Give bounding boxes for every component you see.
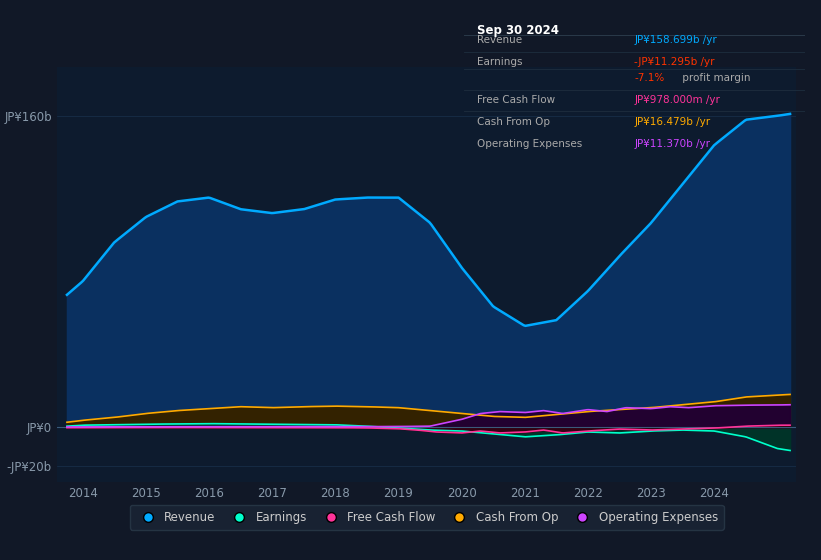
- Text: JP¥158.699b /yr: JP¥158.699b /yr: [635, 35, 717, 45]
- Text: JP¥11.370b /yr: JP¥11.370b /yr: [635, 138, 710, 148]
- Text: Sep 30 2024: Sep 30 2024: [478, 24, 559, 37]
- Text: -7.1%: -7.1%: [635, 73, 664, 83]
- Text: profit margin: profit margin: [678, 73, 750, 83]
- Text: Earnings: Earnings: [478, 57, 523, 67]
- Text: Cash From Op: Cash From Op: [478, 116, 551, 127]
- Text: JP¥978.000m /yr: JP¥978.000m /yr: [635, 95, 720, 105]
- Text: Free Cash Flow: Free Cash Flow: [478, 95, 556, 105]
- Legend: Revenue, Earnings, Free Cash Flow, Cash From Op, Operating Expenses: Revenue, Earnings, Free Cash Flow, Cash …: [131, 505, 723, 530]
- Text: Operating Expenses: Operating Expenses: [478, 138, 583, 148]
- Text: Revenue: Revenue: [478, 35, 523, 45]
- Text: -JP¥11.295b /yr: -JP¥11.295b /yr: [635, 57, 715, 67]
- Text: JP¥16.479b /yr: JP¥16.479b /yr: [635, 116, 710, 127]
